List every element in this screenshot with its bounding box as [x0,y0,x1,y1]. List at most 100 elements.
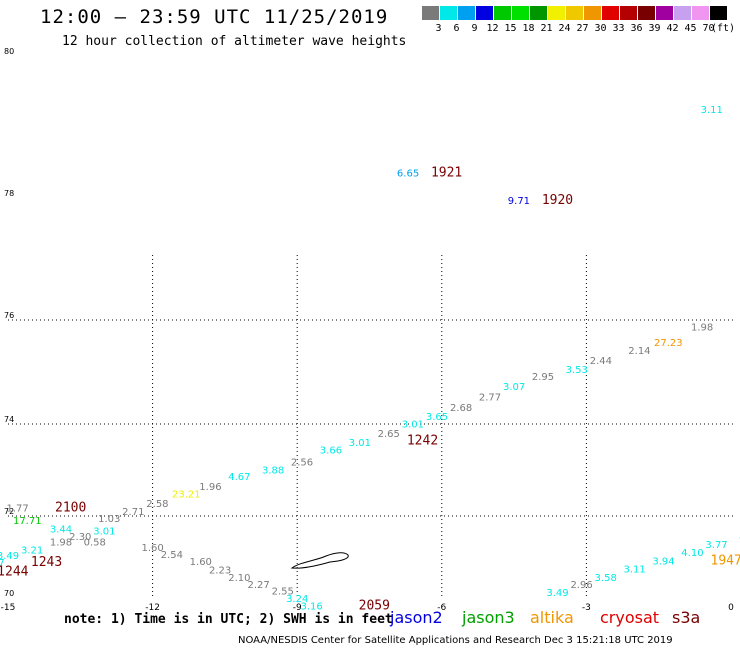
swh-value-label: 3.58 [595,573,617,584]
pass-time-label: 1947 [711,553,740,568]
legend-swatch [530,6,548,20]
swh-value-label: 2.23 [209,565,231,576]
lon-tick-label: -9 [293,603,302,613]
footer-note: note: 1) Time is in UTC; 2) SWH is in fe… [64,612,393,627]
legend-label: 12 [486,23,499,34]
swh-value-label: 3.44 [50,524,72,535]
swh-value-label: 1.60 [141,543,163,554]
swh-value-label: 1.03 [98,514,120,525]
legend-label: 18 [522,23,535,34]
swh-value-label: 3.49 [0,551,19,562]
swh-value-label: 4.10 [681,548,703,559]
legend-label: 15 [504,23,517,34]
swh-value-label: 3.77 [705,540,727,551]
legend-label: 33 [612,23,625,34]
swh-value-label: 2.44 [590,356,612,367]
jan-mayen-island-outline [290,552,349,569]
swh-value-label: 2.56 [291,457,313,468]
swh-value-label: 3.88 [262,466,284,477]
map-subtitle: 12 hour collection of altimeter wave hei… [62,34,407,49]
lat-tick-label: 72 [4,507,14,516]
satellite-label-jason3: jason3 [462,608,515,627]
lon-tick-label: -6 [437,603,446,613]
swh-value-label: 23.21 [172,490,201,501]
swh-value-label: 2.27 [248,580,270,591]
map-title: 12:00 – 23:59 UTC 11/25/2019 [40,6,389,28]
legend-label: 6 [453,23,460,34]
swh-value-label: 3.07 [503,382,525,393]
pass-time-label: 1921 [431,166,462,181]
lat-tick-label: 76 [4,311,14,320]
lat-lon-grid [8,255,735,598]
legend-swatch [512,6,530,20]
swh-value-label: 2.27 [0,558,5,569]
swh-value-label: 3.01 [93,526,115,537]
legend-swatch [422,6,440,20]
axis-labels: -15 -12 -9 -6 -3 0 70 72 74 76 78 80 [1,47,734,613]
swh-value-label: 2.54 [161,550,183,561]
swh-value-label: 3.53 [566,365,588,376]
swh-value-label: 3.11 [623,565,645,576]
legend-label: 70 [702,23,715,34]
swh-value-label: 2.14 [628,346,650,357]
satellite-label-cryosat: cryosat [600,608,660,627]
legend-label: 9 [471,23,478,34]
swh-value-label: 2.10 [228,573,250,584]
swh-value-label: 3.01 [402,420,424,431]
swh-value-label: 3.24 [286,594,308,605]
swh-value-label: 2.77 [479,393,501,404]
swh-value-label: 17.71 [13,516,42,527]
swh-value-label: 6.65 [397,169,419,180]
swh-value-label: 3.66 [320,445,342,456]
legend-swatch [674,6,692,20]
pass-time-label: 1920 [542,193,573,208]
legend-swatch [476,6,494,20]
legend-swatch [710,6,728,20]
swh-value-label: 3.49 [546,588,568,599]
legend-swatch [458,6,476,20]
legend-swatch [620,6,638,20]
legend-swatch [440,6,458,20]
swh-value-label: 3.65 [426,412,448,423]
legend-swatch [692,6,710,20]
pass-time-labels: 212419211920124221001243124420591947 [0,102,740,614]
satellite-label-jason2: jason2 [390,608,443,627]
swh-value-label: 3.01 [349,438,371,449]
swh-value-label: 2.68 [450,403,472,414]
legend-unit-label: (ft) [711,23,736,34]
swh-value-label: 2.58 [146,499,168,510]
legend-label: 27 [576,23,589,34]
lat-tick-label: 70 [4,589,14,598]
credit-line: NOAA/NESDIS Center for Satellite Applica… [238,635,673,646]
legend-swatch [584,6,602,20]
legend-label: 3 [435,23,442,34]
swh-value-label: 4.67 [228,472,250,483]
legend-label: 36 [630,23,643,34]
legend-swatch [602,6,620,20]
swh-value-label: 3.16 [301,601,323,612]
swh-value-label: 3.94 [652,556,674,567]
satellite-label-altika: altika [530,608,574,627]
swh-value-label: 2.96 [570,580,592,591]
legend-swatch [548,6,566,20]
lat-tick-label: 80 [4,47,14,56]
lat-tick-label: 74 [4,415,14,424]
pass-time-label: 2100 [55,500,86,515]
swh-value-label: 2.65 [378,429,400,440]
swh-value-label: 2.55 [272,587,294,598]
pass-time-label: 1242 [407,434,438,449]
legend-swatch [638,6,656,20]
swh-value-label: 3.21 [21,546,43,557]
swh-value-label: 9.71 [508,196,530,207]
legend-label: 45 [684,23,697,34]
swh-value-label: 1.60 [190,557,212,568]
swh-value-label: 2.71 [122,507,144,518]
legend-label: 24 [558,23,571,34]
legend-label: 39 [648,23,661,34]
swh-value-label: 1.98 [691,322,713,333]
swh-value-label: 2.30 [69,532,91,543]
lon-tick-label: -12 [145,603,160,613]
pass-time-label: 2059 [359,598,390,613]
wave-height-observations: 3.11 6.65 9.71 1.98 27.23 2.14 2.443.53 2.95 3.0… [0,105,740,613]
